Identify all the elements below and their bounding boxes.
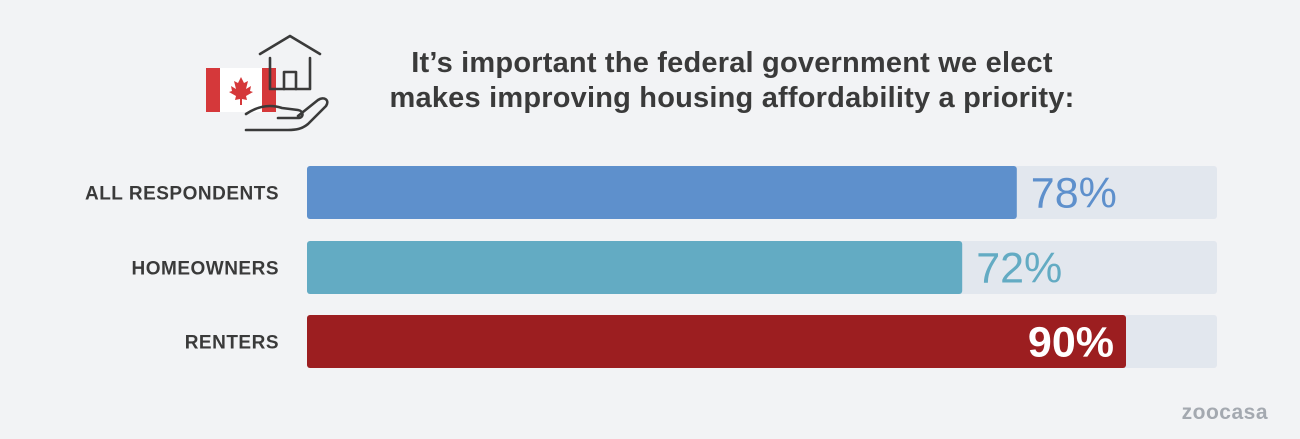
house-icon	[258, 34, 322, 91]
value-label-homeowners: 72%	[976, 245, 1062, 293]
hand-icon	[244, 97, 329, 132]
value-label-all-respondents: 78%	[1031, 170, 1117, 218]
zoocasa-logo: zoocasa	[1181, 401, 1268, 424]
chart-title: It’s important the federal government we…	[340, 46, 1124, 116]
category-label-homeowners: HOMEOWNERS	[132, 259, 280, 280]
bar-renters	[307, 315, 1126, 368]
value-label-renters: 90%	[1028, 319, 1114, 367]
flag-house-hand-icon	[206, 34, 329, 132]
category-label-renters: RENTERS	[185, 333, 279, 354]
bar-all-respondents	[307, 166, 1017, 219]
title-line-2: makes improving housing affordability a …	[389, 82, 1075, 114]
bar-homeowners	[307, 241, 963, 294]
category-label-all-respondents: ALL RESPONDENTS	[85, 184, 279, 205]
canada-flag-icon	[206, 68, 276, 112]
title-line-1: It’s important the federal government we…	[411, 47, 1053, 79]
